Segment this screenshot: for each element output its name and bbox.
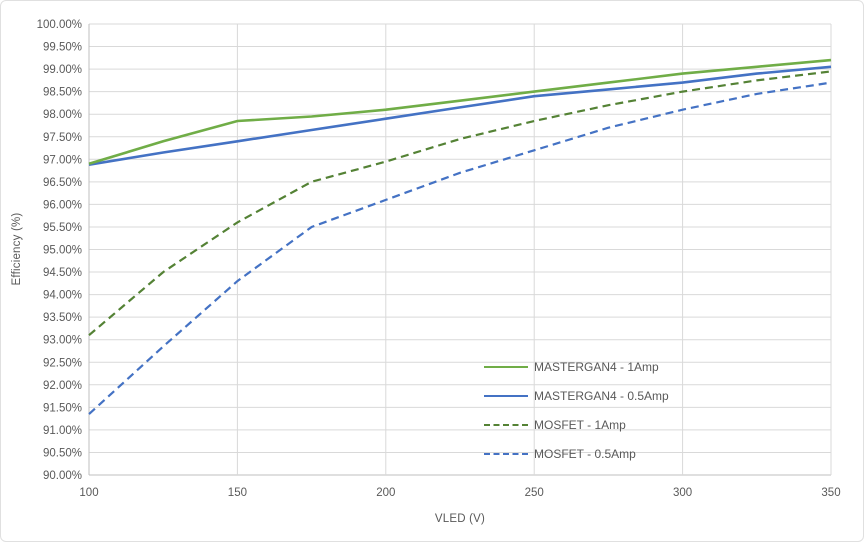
legend-line-swatch [484, 394, 528, 397]
x-tick-label: 350 [821, 487, 840, 499]
series-line-mastergan4-0-5amp [88, 65, 832, 166]
legend-item-mosfet-1amp: MOSFET - 1Amp [484, 410, 669, 439]
y-tick-label: 90.00% [43, 470, 82, 482]
x-axis-title: VLED (V) [434, 513, 486, 525]
legend-item-mosfet-05amp: MOSFET - 0.5Amp [484, 439, 669, 468]
y-tick-label: 91.50% [43, 402, 82, 414]
y-tick-label: 96.50% [43, 177, 82, 189]
legend-line-swatch [484, 452, 528, 455]
y-tick-label: 93.00% [43, 335, 82, 347]
legend-item-mastergan4-1amp: MASTERGAN4 - 1Amp [484, 352, 669, 381]
y-tick-label: 98.50% [43, 87, 82, 99]
y-tick-label: 97.00% [43, 154, 82, 166]
legend-label: MOSFET - 0.5Amp [534, 446, 636, 461]
legend-label: MOSFET - 1Amp [534, 417, 626, 432]
legend-line-swatch [484, 423, 528, 426]
series-line-mastergan4-1amp [88, 58, 832, 166]
y-tick-label: 94.00% [43, 290, 82, 302]
x-tick-label: 300 [673, 487, 692, 499]
y-tick-label: 97.50% [43, 132, 82, 144]
y-tick-label: 100.00% [37, 19, 82, 31]
legend-label: MASTERGAN4 - 0.5Amp [534, 388, 669, 403]
y-tick-label: 98.00% [43, 109, 82, 121]
legend-item-mastergan4-05amp: MASTERGAN4 - 0.5Amp [484, 381, 669, 410]
chart-legend: MASTERGAN4 - 1Amp MASTERGAN4 - 0.5Amp MO… [484, 352, 669, 468]
legend-label: MASTERGAN4 - 1Amp [534, 359, 659, 374]
y-tick-label: 95.50% [43, 222, 82, 234]
series-line-mosfet-1amp [88, 70, 832, 337]
y-tick-label: 96.00% [43, 199, 82, 211]
x-tick-label: 200 [376, 487, 395, 499]
y-tick-label: 99.50% [43, 42, 82, 54]
y-tick-label: 99.00% [43, 64, 82, 76]
y-tick-label: 95.00% [43, 245, 82, 257]
series-line-mosfet-0-5amp [88, 81, 832, 415]
x-tick-label: 150 [228, 487, 247, 499]
legend-line-swatch [484, 365, 528, 368]
y-tick-label: 92.50% [43, 357, 82, 369]
y-tick-label: 93.50% [43, 312, 82, 324]
x-tick-label: 100 [79, 487, 98, 499]
x-tick-label: 250 [525, 487, 544, 499]
y-tick-label: 92.00% [43, 380, 82, 392]
y-tick-label: 90.50% [43, 447, 82, 459]
y-tick-label: 94.50% [43, 267, 82, 279]
y-axis-title: Efficiency (%) [11, 212, 23, 286]
y-tick-label: 91.00% [43, 425, 82, 437]
